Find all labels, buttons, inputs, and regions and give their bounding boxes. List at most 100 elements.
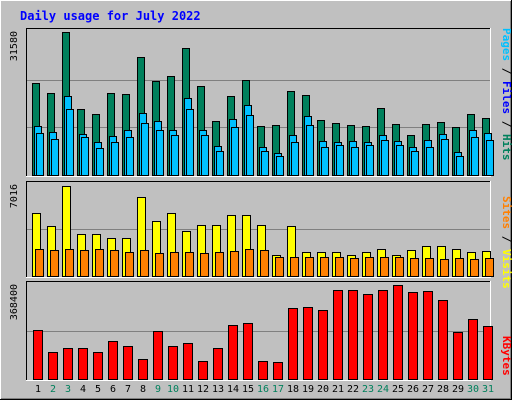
bar-kbytes-day-12 [198, 361, 208, 380]
panel-kbytes: 368400 [9, 281, 493, 381]
bar-kbytes-day-21 [333, 290, 343, 380]
bar-sites-day-10 [170, 252, 179, 277]
x-tick-label-day-26: 26 [407, 384, 419, 395]
bar-kbytes-day-2 [48, 352, 58, 380]
bar-sites-day-31 [485, 258, 494, 277]
x-tick-label-day-17: 17 [272, 384, 284, 395]
bar-pages-day-30 [471, 137, 479, 176]
svg-text:Sites / Visits: Sites / Visits [500, 196, 512, 289]
bar-kbytes-day-28 [438, 300, 448, 380]
bar-pages-day-10 [171, 135, 179, 176]
x-tick-label-day-22: 22 [347, 384, 359, 395]
x-tick-label-day-18: 18 [287, 384, 299, 395]
bar-kbytes-day-13 [213, 348, 223, 380]
bar-pages-day-15 [246, 115, 254, 176]
bar-kbytes-day-29 [453, 332, 463, 380]
bar-sites-day-8 [140, 250, 149, 277]
bar-pages-day-27 [426, 147, 434, 176]
bar-sites-day-26 [410, 258, 419, 277]
x-tick-label-day-31: 31 [482, 384, 494, 395]
panel-hits-files-pages: 31580 [9, 28, 494, 177]
y-max-label: 7016 [9, 184, 20, 208]
bar-sites-day-11 [185, 252, 194, 277]
x-tick-label-day-23: 23 [362, 384, 374, 395]
x-tick-label-day-14: 14 [227, 384, 239, 395]
bar-kbytes-day-9 [153, 331, 163, 380]
x-tick-label-day-15: 15 [242, 384, 254, 395]
bar-pages-day-4 [81, 137, 89, 176]
bar-sites-day-14 [230, 251, 239, 277]
bar-pages-day-17 [276, 156, 284, 176]
x-tick-label-day-30: 30 [467, 384, 479, 395]
x-tick-label-day-19: 19 [302, 384, 314, 395]
bar-kbytes-day-24 [378, 290, 388, 380]
bar-sites-day-3 [65, 249, 74, 277]
legend-bottom: KBytes [500, 336, 512, 376]
bar-kbytes-day-7 [123, 346, 133, 380]
x-tick-label-day-8: 8 [140, 384, 146, 395]
bar-kbytes-day-19 [303, 307, 313, 380]
bar-pages-day-6 [111, 142, 119, 176]
bar-pages-day-21 [336, 145, 344, 176]
x-tick-label-day-27: 27 [422, 384, 434, 395]
bar-sites-day-17 [275, 257, 284, 277]
bar-kbytes-day-14 [228, 325, 238, 380]
x-tick-label-day-28: 28 [437, 384, 449, 395]
bar-sites-day-16 [260, 250, 269, 277]
bar-pages-day-14 [231, 127, 239, 176]
legend-sep-3: / [500, 229, 512, 249]
bar-sites-day-1 [35, 249, 44, 277]
bar-pages-day-25 [396, 145, 404, 176]
x-tick-label-day-6: 6 [110, 384, 116, 395]
x-tick-label-day-5: 5 [95, 384, 101, 395]
bar-kbytes-day-22 [348, 290, 358, 380]
chart-title: Daily usage for July 2022 [20, 9, 201, 23]
x-tick-label-day-7: 7 [125, 384, 131, 395]
bar-kbytes-day-1 [33, 330, 43, 380]
bar-kbytes-day-16 [258, 361, 268, 380]
legend-sep-1: / [500, 61, 512, 81]
bar-pages-day-29 [456, 156, 464, 176]
bar-sites-day-30 [470, 259, 479, 277]
x-tick-label-day-25: 25 [392, 384, 404, 395]
legend-sep-2: / [500, 114, 512, 134]
bar-sites-day-22 [350, 258, 359, 277]
bar-kbytes-day-15 [243, 323, 253, 380]
bar-pages-day-5 [96, 148, 104, 176]
svg-text:KBytes: KBytes [500, 336, 512, 376]
bar-sites-day-20 [320, 257, 329, 277]
legend-hits: Hits [500, 134, 512, 161]
bar-pages-day-9 [156, 130, 164, 176]
bar-sites-day-21 [335, 257, 344, 277]
bar-pages-day-28 [441, 139, 449, 176]
bar-sites-day-23 [365, 257, 374, 277]
x-tick-label-day-2: 2 [50, 384, 56, 395]
bar-sites-day-13 [215, 252, 224, 277]
bar-sites-day-25 [395, 257, 404, 277]
bar-sites-day-2 [50, 250, 59, 277]
bar-kbytes-day-30 [468, 319, 478, 380]
bar-pages-day-7 [126, 137, 134, 176]
legend-pages: Pages [500, 28, 512, 61]
bar-sites-day-5 [95, 249, 104, 277]
bar-pages-day-23 [366, 145, 374, 176]
x-tick-label-day-13: 13 [212, 384, 224, 395]
x-tick-label-day-10: 10 [167, 384, 179, 395]
svg-text:Pages / Files / Hits: Pages / Files / Hits [500, 28, 512, 161]
bar-sites-day-4 [80, 250, 89, 277]
x-tick-label-day-12: 12 [197, 384, 209, 395]
bar-kbytes-day-31 [483, 326, 493, 380]
bar-pages-day-8 [141, 123, 149, 176]
legend-kbytes: KBytes [500, 336, 512, 376]
bar-pages-day-2 [51, 139, 59, 176]
x-tick-label-day-20: 20 [317, 384, 329, 395]
x-tick-label-day-3: 3 [65, 384, 71, 395]
bar-pages-day-12 [201, 135, 209, 176]
legend-visits: Visits [500, 249, 512, 289]
bar-sites-day-29 [455, 258, 464, 277]
x-tick-label-day-1: 1 [35, 384, 41, 395]
legend-sites: Sites [500, 196, 512, 229]
x-tick-label-day-29: 29 [452, 384, 464, 395]
x-tick-label-day-16: 16 [257, 384, 269, 395]
